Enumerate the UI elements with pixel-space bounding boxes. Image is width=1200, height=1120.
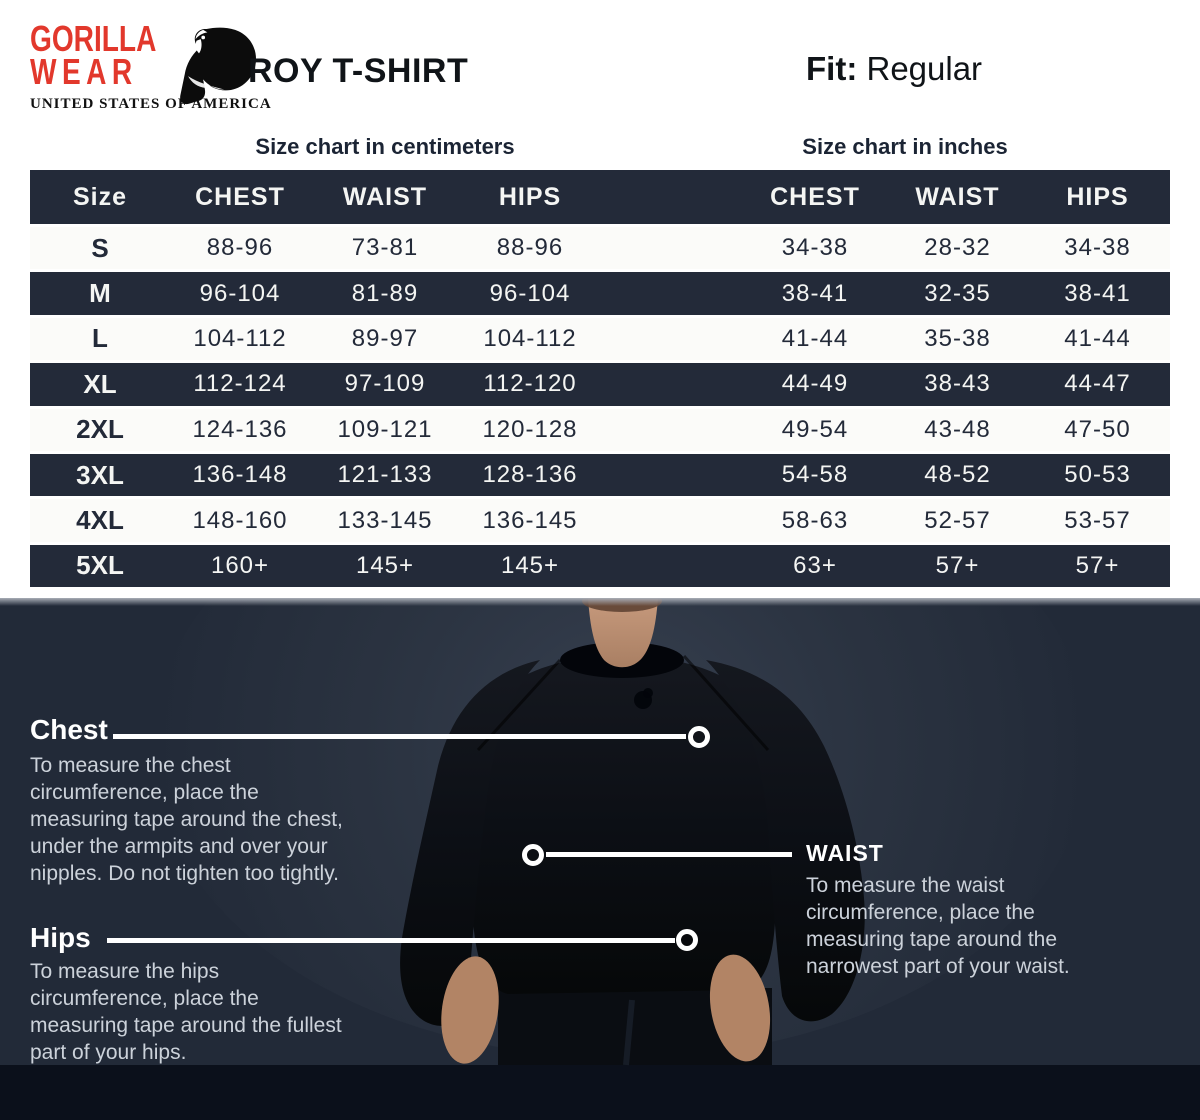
caption-centimeters: Size chart in centimeters <box>255 134 515 159</box>
value-cell: 41-44 <box>1064 324 1131 352</box>
size-cell: XL <box>83 368 117 399</box>
value-cell: 38-41 <box>781 279 849 307</box>
table-row-s: S 88-96 73-81 88-96 34-38 28-32 34-38 <box>30 227 1170 273</box>
gorilla-icon <box>180 27 257 105</box>
value-cell: 43-48 <box>924 415 991 443</box>
header-cm-hips: HIPS <box>498 182 562 211</box>
value-cell: 128-136 <box>482 461 578 489</box>
value-cell: 160+ <box>210 551 270 579</box>
hips-guide-title: Hips <box>30 922 91 953</box>
waist-guide-title: WAIST <box>806 840 884 866</box>
caption-inches: Size chart in inches <box>802 134 1008 159</box>
value-cell: 49-54 <box>781 415 849 443</box>
size-cell: 5XL <box>76 550 124 581</box>
chest-leader-line <box>113 734 686 739</box>
fit-label: Fit: <box>806 50 858 87</box>
value-cell: 28-32 <box>924 234 991 262</box>
gorilla-wear-logo: GORILLA WEAR UNITED STATES OF AMERICA <box>30 18 272 113</box>
chest-guide-text: To measure the chest circumference, plac… <box>30 754 343 885</box>
value-cell: 53-57 <box>1064 506 1131 534</box>
chest-guide-title: Chest <box>30 714 108 745</box>
photo-top-edge <box>0 598 1200 606</box>
header-in-chest: CHEST <box>770 182 860 211</box>
value-cell: 133-145 <box>337 506 433 534</box>
size-cell: 2XL <box>76 414 124 445</box>
hips-leader-line <box>107 938 675 943</box>
value-cell: 89-97 <box>351 324 419 352</box>
size-cell: M <box>89 278 111 309</box>
value-cell: 112-120 <box>483 370 577 398</box>
value-cell: 88-96 <box>206 234 274 262</box>
value-cell: 73-81 <box>351 234 419 262</box>
hips-marker-ring <box>676 929 698 951</box>
value-cell: 63+ <box>793 551 837 579</box>
header-in-hips: HIPS <box>1066 182 1129 211</box>
value-cell: 58-63 <box>781 506 849 534</box>
size-cell: S <box>91 232 109 263</box>
value-cell: 136-148 <box>192 461 288 489</box>
table-row-5xl: 5XL 160+ 145+ 145+ 63+ 57+ 57+ <box>30 544 1170 591</box>
value-cell: 57+ <box>1075 551 1120 579</box>
table-row-2xl: 2XL 124-136 109-121 120-128 49-54 43-48 … <box>30 408 1170 454</box>
size-cell: 3XL <box>76 459 124 490</box>
table-row-l: L 104-112 89-97 104-112 41-44 35-38 41-4… <box>30 317 1170 364</box>
header-size: Size <box>72 182 128 211</box>
size-cell: L <box>92 323 108 354</box>
value-cell: 112-124 <box>193 370 287 398</box>
value-cell: 32-35 <box>924 279 991 307</box>
value-cell: 34-38 <box>1064 234 1131 262</box>
brand-word-wear: WEAR <box>30 51 138 92</box>
value-cell: 52-57 <box>924 506 991 534</box>
value-cell: 104-112 <box>193 324 287 352</box>
value-cell: 81-89 <box>351 279 419 307</box>
brand-tagline: UNITED STATES OF AMERICA <box>30 96 272 112</box>
value-cell: 97-109 <box>344 370 426 398</box>
fit-value: Regular <box>866 50 983 87</box>
value-cell: 48-52 <box>924 461 991 489</box>
value-cell: 38-43 <box>924 370 991 398</box>
header-in-waist: WAIST <box>915 182 1000 211</box>
chest-marker-ring <box>688 726 710 748</box>
value-cell: 88-96 <box>496 234 564 262</box>
hips-guide-text: To measure the hips circumference, place… <box>30 960 342 1064</box>
product-title: ROY T-SHIRT <box>248 52 469 90</box>
value-cell: 44-47 <box>1064 370 1131 398</box>
value-cell: 136-145 <box>482 506 578 534</box>
value-cell: 41-44 <box>781 324 849 352</box>
value-cell: 54-58 <box>781 461 849 489</box>
value-cell: 47-50 <box>1064 415 1131 443</box>
value-cell: 44-49 <box>781 370 849 398</box>
value-cell: 104-112 <box>483 324 577 352</box>
header-cm-chest: CHEST <box>195 182 285 211</box>
value-cell: 145+ <box>355 551 415 579</box>
size-chart-table: Size CHEST WAIST HIPS CHEST WAIST HIPS S… <box>30 170 1170 591</box>
value-cell: 57+ <box>935 551 980 579</box>
waist-guide-text: To measure the waist circumference, plac… <box>806 874 1070 978</box>
value-cell: 38-41 <box>1064 279 1131 307</box>
value-cell: 145+ <box>500 551 560 579</box>
value-cell: 96-104 <box>489 279 571 307</box>
table-header-row: Size CHEST WAIST HIPS CHEST WAIST HIPS <box>30 170 1170 227</box>
value-cell: 96-104 <box>199 279 281 307</box>
fit-info: Fit: Regular <box>806 50 982 88</box>
value-cell: 34-38 <box>781 234 849 262</box>
value-cell: 120-128 <box>482 415 578 443</box>
value-cell: 121-133 <box>337 461 433 489</box>
value-cell: 35-38 <box>924 324 991 352</box>
value-cell: 148-160 <box>192 506 288 534</box>
value-cell: 124-136 <box>192 415 288 443</box>
header-cm-waist: WAIST <box>342 182 428 211</box>
value-cell: 109-121 <box>337 415 433 443</box>
waist-leader-line <box>546 852 792 857</box>
size-cell: 4XL <box>76 505 124 536</box>
table-row-4xl: 4XL 148-160 133-145 136-145 58-63 52-57 … <box>30 499 1170 545</box>
value-cell: 50-53 <box>1064 461 1131 489</box>
brand-word-gorilla: GORILLA <box>30 18 157 59</box>
table-row-xl: XL 112-124 97-109 112-120 44-49 38-43 44… <box>30 363 1170 409</box>
waist-marker-ring <box>522 844 544 866</box>
table-row-3xl: 3XL 136-148 121-133 128-136 54-58 48-52 … <box>30 453 1170 500</box>
table-row-m: M 96-104 81-89 96-104 38-41 32-35 38-41 <box>30 272 1170 318</box>
